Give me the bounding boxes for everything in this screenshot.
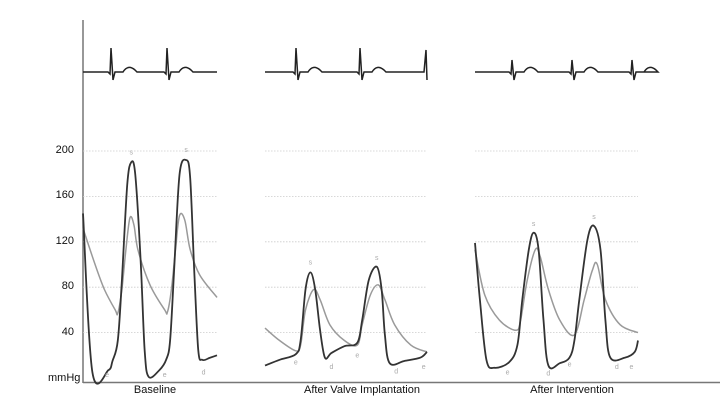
waveform-annotation: e (163, 372, 167, 379)
panel-label-after-valve: After Valve Implantation (304, 384, 420, 396)
waveform-annotation: d (615, 364, 619, 371)
waveform-annotation: s (375, 255, 379, 262)
aortic-pressure-line (82, 212, 218, 316)
lv-pressure-line (474, 224, 639, 370)
waveform-annotation: s (309, 260, 313, 267)
aortic-pressure-line (264, 284, 428, 353)
waveform-annotation: s (129, 149, 133, 156)
waveform-annotation: s (532, 221, 536, 228)
y-axis-unit: mmHg (48, 372, 81, 384)
ecg-trace (83, 47, 217, 81)
panel-label-after-intervention: After Intervention (530, 384, 614, 396)
waveform-annotation: e (422, 364, 426, 371)
y-tick-label: 160 (55, 189, 74, 202)
waveform-annotation: d (394, 368, 398, 375)
y-tick-label: 200 (55, 144, 74, 156)
waveform-annotation: e (355, 353, 359, 360)
y-tick-label: 40 (61, 325, 74, 338)
waveform-annotation: d (202, 370, 206, 377)
y-tick-label: 80 (61, 280, 74, 293)
waveform-annotation: e (506, 370, 510, 377)
waveform-annotation: s (592, 214, 596, 221)
waveform-annotation: d (546, 371, 550, 378)
lv-pressure-line (82, 158, 218, 385)
waveform-annotation: e (568, 362, 572, 369)
panel-label-baseline: Baseline (133, 384, 177, 396)
ecg-trace (475, 59, 660, 81)
waveform-annotation: e (105, 372, 109, 379)
aortic-pressure-line (474, 247, 639, 337)
ecg-trace (265, 47, 428, 81)
y-tick-label: 120 (55, 234, 74, 247)
waveform-annotation: d (329, 364, 333, 371)
waveform-annotation: e (294, 359, 298, 366)
waveform-annotation: s (184, 147, 188, 154)
lv-pressure-line (264, 265, 428, 367)
waveform-annotation: e (630, 364, 634, 371)
